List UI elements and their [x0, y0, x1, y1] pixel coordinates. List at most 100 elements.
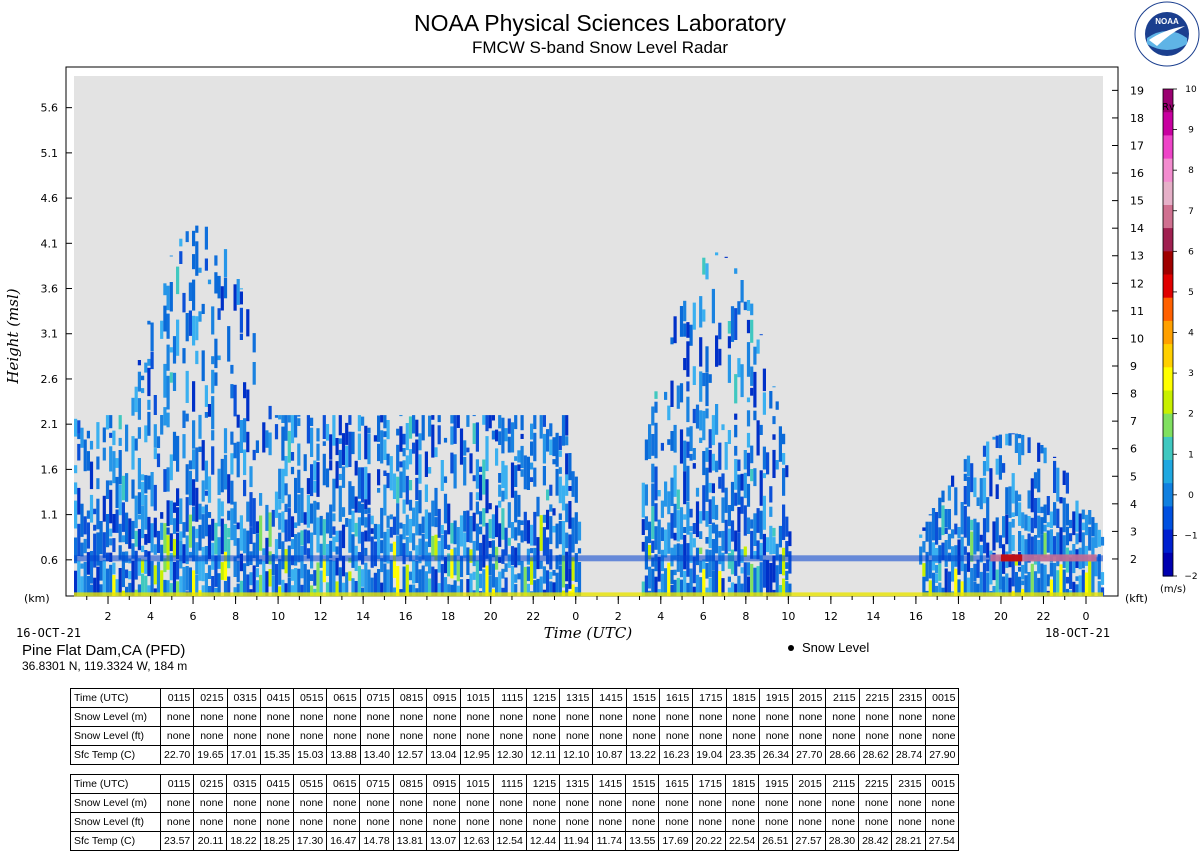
table-cell: none: [658, 726, 694, 746]
echo-segment: [718, 442, 722, 470]
echo-segment: [1100, 536, 1105, 546]
echo-segment: [568, 486, 572, 491]
echo-segment: [278, 532, 282, 549]
table-cell: 1215: [525, 774, 561, 794]
table-cell: none: [625, 812, 660, 832]
echo-segment: [938, 563, 942, 581]
echo-segment: [721, 424, 725, 431]
echo-segment: [769, 486, 773, 503]
echo-segment: [660, 573, 664, 596]
echo-segment: [405, 564, 409, 596]
table-cell: 1515: [625, 774, 660, 794]
echo-segment: [683, 535, 687, 570]
echo-segment: [711, 453, 715, 471]
echo-segment: [86, 430, 90, 439]
echo-segment: [182, 348, 186, 364]
echo-segment: [746, 410, 751, 427]
echo-segment: [185, 566, 189, 591]
echo-segment: [112, 538, 116, 553]
echo-segment: [227, 474, 231, 504]
echo-segment: [236, 583, 240, 596]
echo-segment: [188, 460, 192, 470]
echo-segment: [753, 346, 757, 365]
echo-segment: [775, 460, 779, 470]
echo-segment: [361, 503, 365, 526]
table-cell: 11.94: [559, 831, 594, 851]
echo-segment: [418, 433, 422, 451]
echo-segment: [160, 522, 164, 540]
echo-segment: [137, 584, 141, 596]
echo-segment: [278, 586, 282, 596]
echo-segment: [284, 456, 288, 477]
echo-segment: [533, 432, 537, 462]
echo-segment: [74, 482, 78, 495]
echo-segment: [166, 535, 170, 570]
echo-segment: [316, 462, 320, 497]
echo-segment: [176, 532, 180, 560]
echo-segment: [310, 585, 314, 596]
echo-segment: [931, 572, 936, 596]
table-cell: none: [259, 812, 294, 832]
colorbar-swatch: [1163, 181, 1173, 206]
echo-segment: [667, 522, 671, 554]
echo-segment: [922, 527, 926, 531]
echo-segment: [230, 480, 234, 505]
echo-segment: [495, 448, 499, 466]
echo-segment: [737, 301, 741, 315]
echo-segment: [488, 575, 492, 596]
echo-segment: [297, 532, 301, 563]
table-cell: 13.40: [359, 745, 394, 765]
echo-segment: [715, 252, 719, 256]
echo-segment: [185, 313, 189, 342]
echo-segment: [568, 501, 572, 529]
echo-segment: [498, 484, 502, 497]
echo-segment: [172, 372, 177, 391]
table-cell: 15.03: [293, 745, 328, 765]
colorbar-swatch: [1163, 228, 1173, 252]
x-tick-label: 16: [909, 610, 923, 623]
echo-segment: [928, 521, 932, 556]
echo-segment: [169, 282, 173, 312]
echo-segment: [979, 571, 983, 596]
echo-segment: [654, 401, 658, 413]
echo-segment: [491, 540, 495, 558]
echo-segment: [954, 523, 958, 535]
echo-segment: [428, 552, 432, 574]
echo-segment: [686, 441, 690, 458]
echo-segment: [1018, 566, 1022, 572]
echo-segment: [1037, 442, 1041, 462]
echo-segment: [750, 469, 754, 482]
echo-segment: [118, 415, 122, 430]
echo-segment: [922, 563, 926, 577]
table-cell: 0415: [259, 774, 294, 794]
echo-segment: [1027, 437, 1031, 453]
echo-segment: [1021, 434, 1025, 456]
echo-segment: [778, 426, 782, 462]
echo-segment: [392, 587, 397, 596]
echo-segment: [121, 551, 125, 588]
table-cell: none: [159, 812, 195, 832]
table-cell: none: [292, 812, 328, 832]
echo-segment: [555, 432, 559, 467]
echo-segment: [373, 523, 377, 540]
table-cell: 10.87: [592, 745, 627, 765]
echo-segment: [287, 508, 291, 542]
echo-segment: [759, 334, 763, 336]
table-cell: 13.55: [625, 831, 660, 851]
table-cell: none: [526, 726, 561, 746]
echo-segment: [338, 567, 342, 596]
echo-segment: [176, 581, 180, 596]
echo-segment: [383, 470, 387, 476]
echo-segment: [514, 415, 518, 430]
echo-segment: [702, 410, 706, 441]
snow-level-legend-label: Snow Level: [802, 640, 870, 655]
echo-segment: [785, 516, 789, 537]
echo-segment: [99, 521, 103, 555]
echo-segment: [303, 529, 307, 555]
echo-segment: [316, 517, 320, 553]
echo-segment: [753, 567, 757, 596]
echo-segment: [941, 490, 945, 503]
echo-segment: [740, 364, 744, 398]
echo-segment: [756, 508, 760, 533]
y-right-tick-label: 15: [1130, 195, 1144, 208]
